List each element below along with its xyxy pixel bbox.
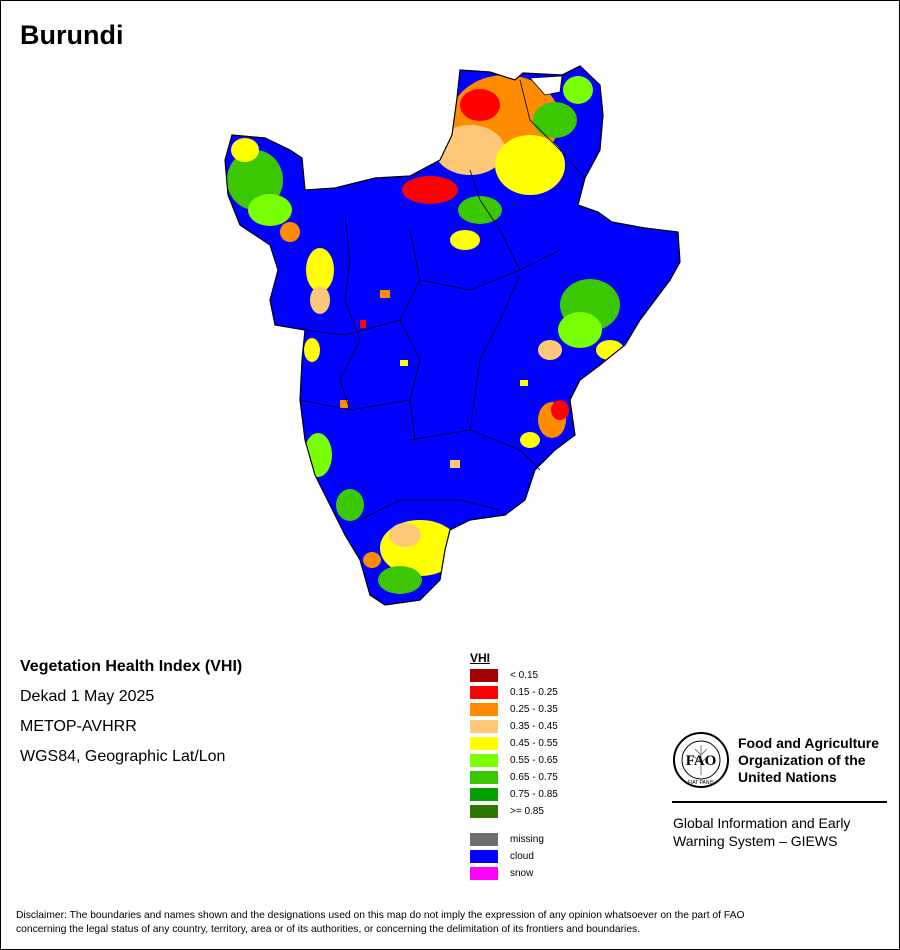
vhi-patch (520, 432, 540, 448)
legend-swatch (470, 833, 498, 846)
vhi-patch (538, 340, 562, 360)
vhi-patch (551, 400, 569, 420)
legend-label: 0.25 - 0.35 (510, 704, 558, 715)
disclaimer-line1: Disclaimer: The boundaries and names sho… (16, 910, 745, 921)
legend-label: >= 0.85 (510, 806, 544, 817)
white-area (529, 75, 563, 96)
giews-label: Global Information and Early Warning Sys… (673, 814, 893, 850)
legend-swatch (470, 686, 498, 699)
fao-logo-icon: FAO FIAT PANIS (673, 732, 729, 788)
organization-name-line2: Organization of the (738, 752, 866, 768)
page-title: Burundi (20, 20, 124, 50)
vhi-patch (389, 523, 421, 547)
vhi-patch (310, 286, 330, 314)
vhi-patch (435, 125, 505, 175)
legend-label: 0.45 - 0.55 (510, 738, 558, 749)
legend-swatch (470, 805, 498, 818)
legend-label: 0.75 - 0.85 (510, 789, 558, 800)
vhi-patch (533, 102, 577, 138)
legend-label: cloud (510, 851, 534, 862)
vhi-map (224, 65, 681, 606)
vhi-patch (380, 290, 390, 298)
vhi-patch (280, 222, 300, 242)
legend-swatch (470, 867, 498, 880)
vhi-patch (400, 360, 408, 366)
legend-swatch (470, 771, 498, 784)
vhi-patch (340, 400, 348, 408)
legend-swatch (470, 737, 498, 750)
vhi-patch (495, 135, 565, 195)
vhi-patch (306, 248, 334, 292)
vhi-patch (304, 338, 320, 362)
legend-swatch (470, 720, 498, 733)
info-block: Vegetation Health Index (VHI) Dekad 1 Ma… (20, 656, 242, 776)
province-boundaries (299, 79, 586, 521)
vhi-patch (563, 76, 593, 104)
sensor-label: METOP-AVHRR (20, 718, 137, 735)
vhi-patch (558, 312, 602, 348)
vhi-patch (520, 380, 528, 386)
legend-label: 0.35 - 0.45 (510, 721, 558, 732)
legend-title: VHI (470, 651, 491, 665)
vhi-patch (402, 176, 458, 204)
vhi-patch (248, 194, 292, 226)
projection-label: WGS84, Geographic Lat/Lon (20, 748, 226, 765)
organization-name-line1: Food and Agriculture (738, 735, 880, 751)
disclaimer-line2: concerning the legal status of any count… (16, 924, 641, 935)
legend-label: < 0.15 (510, 670, 539, 681)
legend-label: 0.15 - 0.25 (510, 687, 558, 698)
vhi-patch (360, 320, 366, 328)
organization-name: Food and Agriculture Organization of the… (738, 735, 879, 786)
legend-swatch (470, 850, 498, 863)
legend-label: 0.65 - 0.75 (510, 772, 558, 783)
disclaimer: Disclaimer: The boundaries and names sho… (16, 909, 886, 937)
legend-swatch (470, 703, 498, 716)
organization-name-line3: United Nations (738, 769, 837, 785)
legend-swatch (470, 754, 498, 767)
legend-label: missing (510, 834, 544, 845)
legend-swatch (470, 669, 498, 682)
vhi-patch (450, 460, 460, 468)
vhi-patch (304, 433, 332, 477)
vhi-patch (336, 489, 364, 521)
giews-line2: Warning System – GIEWS (673, 833, 838, 849)
vhi-patch (231, 138, 259, 162)
vhi-legend: VHI < 0.15 0.15 - 0.25 0.25 - 0.35 0.35 - 0… (470, 651, 558, 880)
vhi-patch (363, 552, 381, 568)
vhi-patch (378, 566, 422, 594)
legend-label: 0.55 - 0.65 (510, 755, 558, 766)
fao-motto: FIAT PANIS (688, 780, 715, 786)
dekad-label: Dekad 1 May 2025 (20, 688, 155, 705)
vhi-patch (450, 230, 480, 250)
legend-label: snow (510, 868, 534, 879)
vhi-patch (460, 89, 500, 121)
giews-line1: Global Information and Early (673, 815, 851, 831)
product-title: Vegetation Health Index (VHI) (20, 658, 243, 675)
legend-swatch (470, 788, 498, 801)
divider (672, 801, 887, 803)
